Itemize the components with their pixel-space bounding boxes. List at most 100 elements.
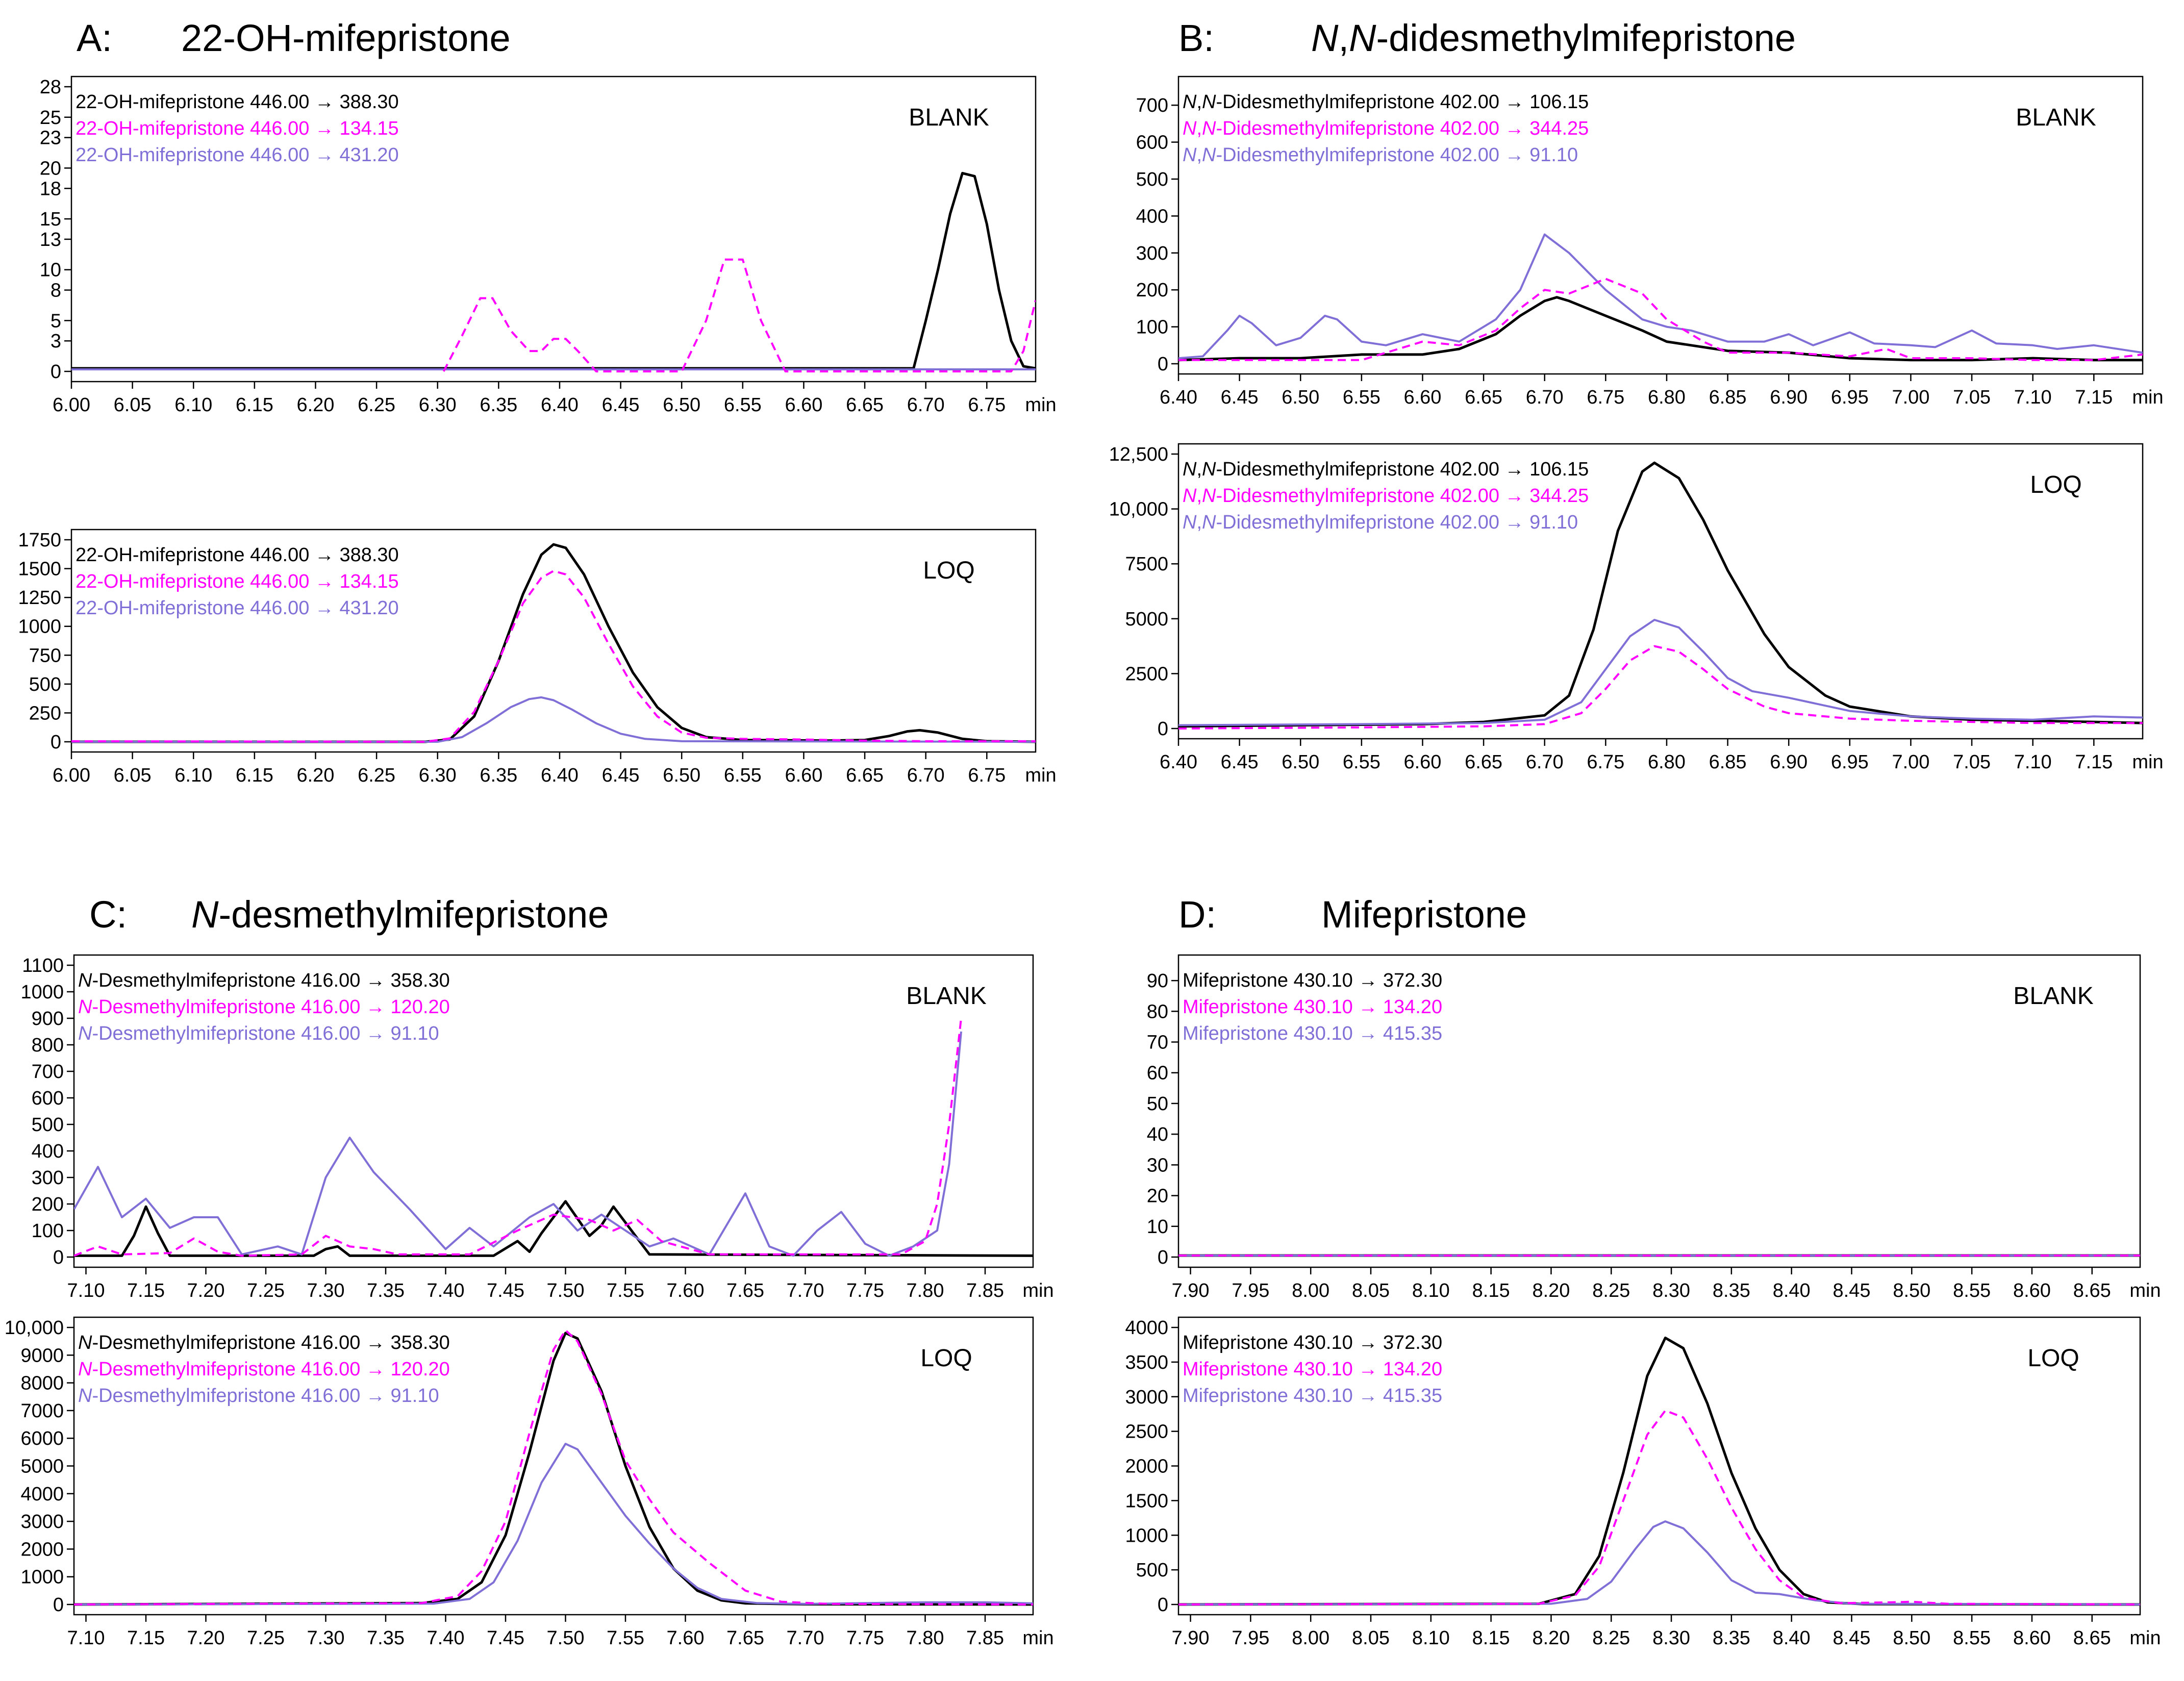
x-tick-label: 6.95 (1831, 387, 1869, 408)
y-tick-label: 60 (1147, 1063, 1168, 1084)
x-tick-label: 7.85 (966, 1280, 1004, 1301)
x-tick-label: 6.00 (53, 394, 90, 416)
x-tick-label: 6.50 (1282, 751, 1319, 773)
x-tick-label: 8.10 (1412, 1627, 1450, 1649)
legend-entry-black: N-Desmethylmifepristone 416.00 → 358.30 (78, 1332, 450, 1353)
x-tick-label: 7.70 (787, 1280, 824, 1301)
x-tick-label: 8.60 (2013, 1627, 2051, 1649)
y-tick-label: 300 (32, 1167, 64, 1189)
panel-title: Mifepristone (1321, 893, 1527, 936)
y-tick-label: 23 (40, 128, 61, 149)
x-tick-label: 7.40 (427, 1627, 465, 1649)
x-tick-label: 6.25 (358, 394, 395, 416)
y-tick-label: 13 (40, 229, 61, 250)
x-tick-label: 7.80 (907, 1280, 944, 1301)
x-unit-label: min (1025, 394, 1056, 416)
x-unit-label: min (2132, 387, 2163, 408)
y-tick-label: 400 (32, 1141, 64, 1162)
x-tick-label: 6.35 (480, 765, 517, 786)
x-tick-label: 7.15 (2075, 387, 2113, 408)
y-tick-label: 9000 (20, 1345, 64, 1366)
y-tick-label: 1000 (20, 982, 64, 1003)
x-tick-label: 6.50 (663, 394, 700, 416)
x-tick-label: 6.70 (907, 394, 945, 416)
sample-tag: LOQ (2027, 1345, 2079, 1372)
x-tick-label: 6.40 (1160, 751, 1197, 773)
x-tick-label: 8.35 (1713, 1627, 1750, 1649)
y-tick-label: 1250 (18, 587, 61, 609)
x-tick-label: 6.55 (724, 394, 762, 416)
y-tick-label: 6000 (20, 1428, 64, 1449)
y-tick-label: 90 (1147, 970, 1168, 992)
sample-tag: BLANK (906, 983, 986, 1010)
x-unit-label: min (2129, 1280, 2161, 1301)
x-tick-label: 6.85 (1709, 751, 1747, 773)
legend-entry-magenta: N-Desmethylmifepristone 416.00 → 120.20 (78, 996, 450, 1018)
y-tick-label: 8000 (20, 1373, 64, 1394)
y-tick-label: 10,000 (5, 1317, 64, 1339)
x-tick-label: 6.10 (174, 765, 212, 786)
y-tick-label: 500 (1136, 1560, 1168, 1581)
legend-entry-magenta: Mifepristone 430.10 → 134.20 (1183, 1359, 1442, 1380)
y-tick-label: 1100 (22, 955, 64, 976)
x-tick-label: 8.60 (2013, 1280, 2051, 1301)
legend-entry-black: N,N-Didesmethylmifepristone 402.00 → 106… (1183, 459, 1589, 480)
panel-title: N-desmethylmifepristone (191, 893, 609, 936)
x-tick-label: 7.60 (667, 1280, 705, 1301)
x-tick-label: 8.65 (2073, 1280, 2111, 1301)
y-tick-label: 600 (1136, 132, 1168, 154)
x-tick-label: 8.30 (1652, 1627, 1690, 1649)
y-tick-label: 0 (51, 732, 61, 753)
x-tick-label: 6.75 (1587, 751, 1624, 773)
x-tick-label: 6.05 (114, 394, 152, 416)
x-tick-label: 7.90 (1172, 1280, 1210, 1301)
x-tick-label: 7.35 (367, 1627, 405, 1649)
x-tick-label: 6.30 (419, 765, 457, 786)
x-tick-label: 8.30 (1652, 1280, 1690, 1301)
y-tick-label: 400 (1136, 206, 1168, 227)
x-tick-label: 6.50 (1282, 387, 1319, 408)
x-tick-label: 7.10 (67, 1627, 105, 1649)
y-tick-label: 3000 (1125, 1387, 1168, 1408)
trace-magenta (74, 1018, 962, 1257)
x-tick-label: 6.60 (1403, 751, 1441, 773)
panel-b-blank: B: N,N-didesmethylmifepristone 6.40 6.45 6.5… (1136, 17, 2164, 408)
x-tick-label: 7.95 (1232, 1627, 1269, 1649)
x-tick-label: 6.55 (1343, 387, 1380, 408)
plot-frame (1177, 443, 2144, 740)
x-tick-label: 8.05 (1352, 1627, 1390, 1649)
x-tick-label: 7.05 (1953, 387, 1991, 408)
trace-black (1178, 1336, 2140, 1606)
y-tick-label: 18 (40, 178, 61, 199)
y-tick-label: 2000 (20, 1539, 64, 1560)
legend-entry-magenta: N-Desmethylmifepristone 416.00 → 120.20 (78, 1359, 450, 1380)
x-tick-label: 7.15 (127, 1280, 165, 1301)
y-tick-label: 5000 (20, 1456, 64, 1477)
panel-a-blank: A: 22-OH-mifepristone 6.00 6.05 6.10 6.15 6.20… (40, 17, 1057, 416)
panel-title: 22-OH-mifepristone (181, 17, 511, 59)
legend-entry-purple: N,N-Didesmethylmifepristone 402.00 → 91.… (1183, 144, 1578, 166)
x-tick-label: 7.85 (966, 1627, 1004, 1649)
y-tick-label: 200 (1136, 280, 1168, 301)
x-tick-label: 6.50 (663, 765, 700, 786)
x-tick-label: 7.55 (607, 1627, 644, 1649)
trace-purple (71, 696, 1036, 743)
y-tick-label: 0 (1158, 354, 1168, 375)
x-tick-label: 6.70 (1526, 751, 1564, 773)
x-tick-label: 8.45 (1833, 1627, 1871, 1649)
y-tick-label: 800 (32, 1035, 64, 1056)
x-tick-label: 7.45 (487, 1627, 524, 1649)
x-unit-label: min (2132, 751, 2163, 773)
x-unit-label: min (1022, 1627, 1053, 1649)
trace-purple (1178, 619, 2143, 726)
x-tick-label: 6.70 (1526, 387, 1564, 408)
legend-entry-magenta: 22-OH-mifepristone 446.00 → 134.15 (76, 571, 399, 592)
x-unit-label: min (1025, 765, 1056, 786)
trace-magenta (1178, 645, 2143, 730)
y-tick-label: 0 (1158, 718, 1168, 740)
x-tick-label: 7.25 (247, 1627, 285, 1649)
legend-entry-black: 22-OH-mifepristone 446.00 → 388.30 (76, 544, 399, 566)
y-tick-label: 3500 (1125, 1352, 1168, 1373)
panel-a-loq: 6.00 6.05 6.10 6.15 6.20 6.25 6.30 6.35 6.40 6.45… (18, 529, 1057, 786)
legend-entry-purple: N-Desmethylmifepristone 416.00 → 91.10 (78, 1023, 439, 1044)
